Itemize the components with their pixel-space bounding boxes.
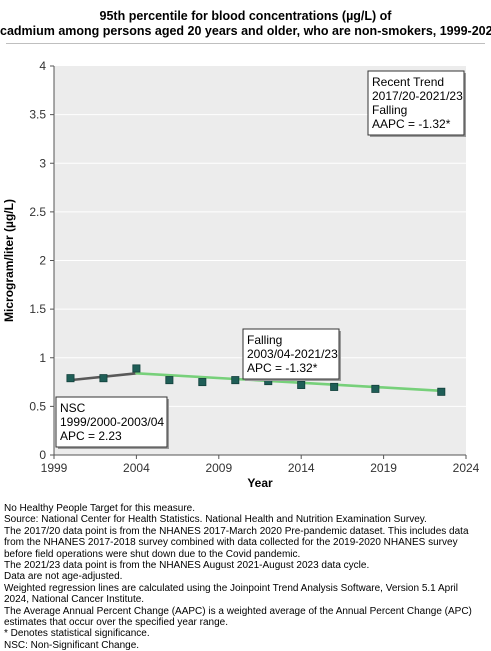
data-point — [66, 374, 75, 383]
note-line: before field operations were shut down d… — [4, 548, 301, 560]
note-line: The 2021/23 data point is from the NHANE… — [4, 560, 370, 572]
chart-title-line-2: cadmium among persons aged 20 years and … — [0, 24, 491, 38]
annotation-text: APC = -1.32* — [247, 361, 318, 375]
data-point — [371, 384, 380, 393]
x-tick-label: 2009 — [205, 461, 232, 475]
x-tick-label: 1999 — [41, 461, 68, 475]
x-axis-ticks: 1999 2004 2009 2014 2019 2024 — [41, 455, 480, 475]
y-tick-label: 3.5 — [29, 108, 46, 122]
y-tick-label: 4 — [39, 59, 46, 73]
annotation-text: Falling — [372, 103, 407, 117]
x-tick-label: 2019 — [370, 461, 397, 475]
note-line: No Healthy People Target for this measur… — [4, 503, 196, 514]
y-axis-title: Microgram/liter (µg/L) — [2, 199, 16, 322]
annotation-box — [55, 396, 168, 448]
chart-title-line-1: 95th percentile for blood concentrations… — [99, 9, 392, 23]
title-divider — [6, 43, 485, 44]
footnotes: No Healthy People Target for this measur… — [4, 503, 488, 651]
annotation-text: 1999/2000-2003/04 — [60, 415, 164, 429]
y-tick-label: 2.5 — [29, 205, 46, 219]
data-point — [437, 387, 446, 396]
note-line: The Average Annual Percent Change (AAPC)… — [4, 605, 472, 617]
y-tick-label: 0 — [39, 448, 46, 462]
y-tick-label: 3 — [39, 156, 46, 170]
note-line: * Denotes statistical significance. — [4, 628, 150, 640]
annotation-text: NSC — [60, 401, 86, 415]
y-tick-label: 2 — [39, 254, 46, 268]
y-axis-ticks: 0 0.5 1 1.5 2 2.5 3 3.5 4 — [29, 59, 54, 462]
annotation-text: APC = 2.23 — [60, 429, 122, 443]
data-point — [297, 380, 306, 389]
data-point — [330, 382, 339, 391]
note-line: The 2017/20 data point is from the NHANE… — [4, 525, 469, 537]
data-points — [66, 364, 446, 396]
line-chart: 0 0.5 1 1.5 2 2.5 3 3.5 4 1999 2004 2009 2014 2019 20… — [2, 59, 480, 490]
x-tick-label: 2024 — [453, 461, 480, 475]
note-line: 2024, National Cancer Institute. — [4, 594, 145, 606]
chart-title: 95th percentile for blood concentrations… — [0, 9, 491, 39]
annotation-box — [242, 328, 340, 380]
note-line: from the NHANES 2017-2018 survey combine… — [4, 537, 458, 549]
note-line: Weighted regression lines are calculated… — [4, 582, 458, 594]
annotation-box — [367, 70, 465, 136]
data-point — [198, 378, 207, 387]
note-line: NSC: Non-Significant Change. — [4, 639, 140, 651]
annotation-text: Recent Trend — [372, 75, 444, 89]
y-tick-label: 1.5 — [29, 302, 46, 316]
data-point — [165, 376, 174, 385]
data-point — [132, 364, 141, 373]
note-line: Data are not age-adjusted. — [4, 571, 123, 583]
y-tick-label: 0.5 — [29, 399, 46, 413]
x-tick-label: 2004 — [123, 461, 150, 475]
x-axis-title: Year — [247, 476, 273, 490]
annotation-text: 2003/04-2021/23 — [247, 347, 338, 361]
note-line: estimates that occur over the specified … — [4, 617, 229, 629]
annotation-text: Falling — [247, 333, 282, 347]
data-point — [99, 374, 108, 383]
x-tick-label: 2014 — [288, 461, 315, 475]
trend-segment — [135, 372, 443, 393]
note-line: Source: National Center for Health Stati… — [4, 514, 427, 526]
annotation-text: 2017/20-2021/23 — [372, 89, 463, 103]
data-point — [231, 376, 240, 385]
annotation-text: AAPC = -1.32* — [372, 117, 451, 131]
y-tick-label: 1 — [39, 351, 46, 365]
